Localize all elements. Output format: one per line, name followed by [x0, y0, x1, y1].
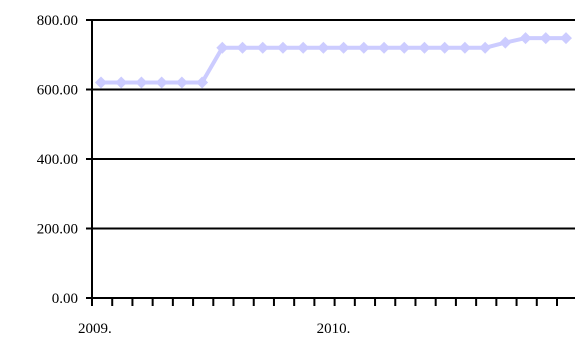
x-tick-labels: 2009. 2010. — [78, 321, 350, 337]
data-point — [236, 41, 249, 54]
data-point — [438, 41, 451, 54]
data-point — [155, 76, 168, 89]
data-point — [539, 32, 552, 45]
data-point — [398, 41, 411, 54]
data-point — [196, 76, 209, 89]
data-point — [418, 41, 431, 54]
data-point — [256, 41, 269, 54]
series-line — [101, 36, 566, 85]
y-tick-label-600.00: 600.00 — [37, 83, 78, 99]
x-tick-label-2010: 2010. — [317, 321, 351, 337]
data-point — [135, 76, 148, 89]
data-point — [95, 76, 107, 89]
y-tick-label-800.00: 800.00 — [37, 13, 78, 29]
data-point — [499, 36, 512, 49]
data-point — [317, 41, 330, 54]
series-layer — [95, 32, 572, 89]
data-point — [216, 41, 229, 54]
x-tick-label-2009: 2009. — [78, 321, 112, 337]
x-ticks — [91, 298, 558, 306]
data-point — [276, 41, 289, 54]
data-point — [115, 76, 128, 89]
data-point — [337, 41, 350, 54]
gridlines — [92, 19, 575, 230]
data-point — [560, 32, 572, 45]
data-point — [378, 41, 391, 54]
data-point — [519, 32, 532, 45]
y-tick-label-400.00: 400.00 — [37, 152, 78, 168]
y-tick-labels: 0.00 200.00 400.00 600.00 800.00 — [37, 13, 78, 307]
data-point — [479, 41, 492, 54]
data-point — [175, 76, 188, 89]
data-point — [297, 41, 310, 54]
y-tick-label-200.00: 200.00 — [37, 222, 78, 238]
y-tick-label-0.00: 0.00 — [52, 291, 78, 307]
data-point — [458, 41, 471, 54]
data-point — [357, 41, 370, 54]
